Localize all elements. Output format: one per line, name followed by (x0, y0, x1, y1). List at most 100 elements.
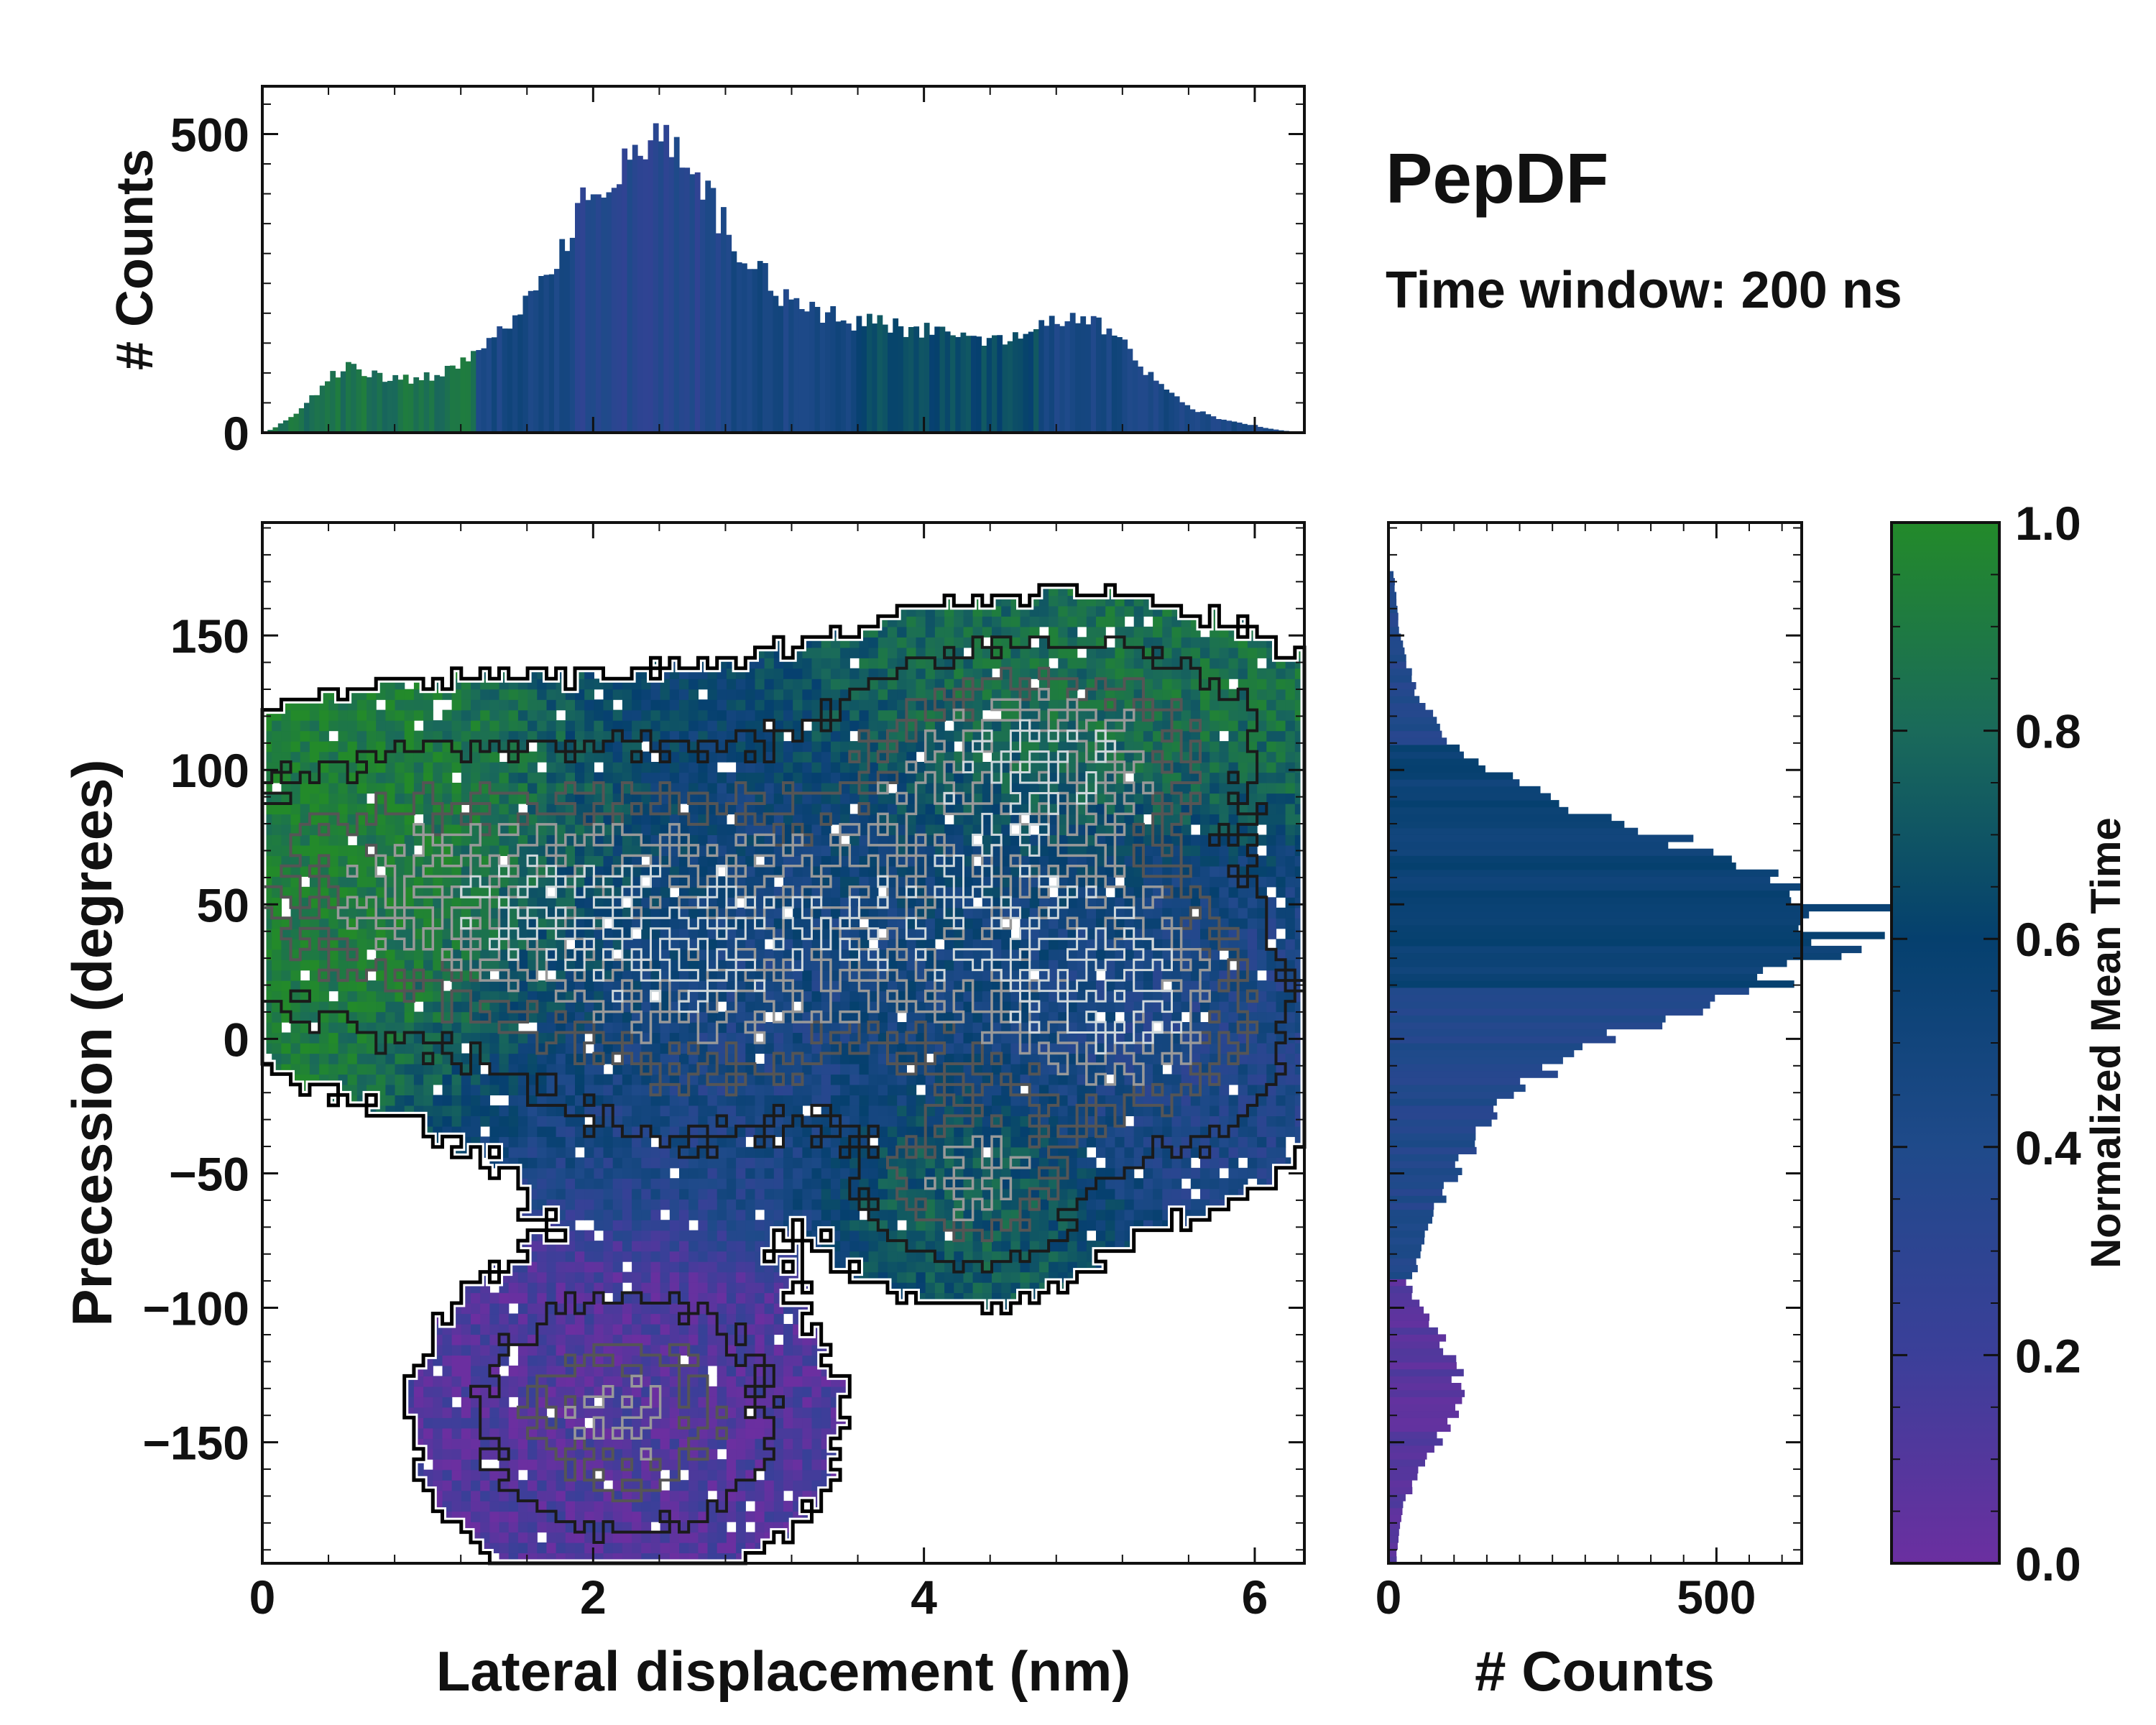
heatmap-cell (755, 1397, 765, 1408)
heatmap-cell (992, 1001, 1002, 1013)
heatmap-cell (849, 1167, 860, 1179)
top-histogram-bar (476, 350, 482, 433)
heatmap-cell (480, 1292, 490, 1304)
heatmap-cell (1200, 1105, 1210, 1116)
heatmap-cell (745, 1397, 756, 1408)
heatmap-cell (451, 1032, 462, 1044)
heatmap-cell (717, 980, 727, 992)
heatmap-cell (1067, 1241, 1078, 1252)
heatmap-cell (972, 939, 983, 950)
heatmap-cell (726, 990, 737, 1002)
heatmap-cell (650, 1011, 661, 1023)
heatmap-cell (934, 1220, 945, 1231)
heatmap-cell (584, 1084, 594, 1095)
heatmap-cell (1143, 1116, 1153, 1127)
heatmap-cell (612, 1459, 623, 1471)
heatmap-cell (934, 1043, 945, 1054)
heatmap-cell (367, 1064, 377, 1075)
heatmap-cell (764, 1136, 775, 1148)
heatmap-cell (764, 1365, 775, 1376)
heatmap-cell (537, 928, 548, 939)
heatmap-cell (916, 1011, 926, 1023)
heatmap-cell (1124, 918, 1135, 929)
heatmap-cell (888, 1188, 898, 1200)
heatmap-cell (650, 1032, 661, 1044)
heatmap-cell (1038, 1011, 1049, 1023)
heatmap-cell (726, 1095, 737, 1106)
heatmap-cell (1162, 1157, 1173, 1169)
heatmap-cell (717, 1324, 727, 1335)
heatmap-cell (1067, 1105, 1078, 1116)
heatmap-cell (1020, 1199, 1031, 1210)
heatmap-cell (736, 1188, 746, 1200)
heatmap-cell (556, 1116, 566, 1127)
heatmap-cell (603, 1303, 614, 1315)
heatmap-cell (537, 1438, 548, 1450)
heatmap-cell (480, 1386, 490, 1397)
heatmap-cell (1029, 1032, 1040, 1044)
heatmap-cell (802, 1427, 813, 1439)
heatmap-cell (982, 1167, 992, 1179)
heatmap-cell (546, 1532, 557, 1543)
heatmap-cell (1096, 1167, 1106, 1179)
heatmap-cell (972, 1209, 983, 1220)
heatmap-cell (934, 1146, 945, 1158)
heatmap-cell (1210, 949, 1220, 960)
heatmap-cell (660, 1292, 671, 1304)
heatmap-cell (451, 1407, 462, 1418)
heatmap-cell (1257, 1146, 1267, 1158)
heatmap-cell (755, 1188, 765, 1200)
top-histogram-bar (1226, 420, 1233, 433)
heatmap-cell (726, 1501, 737, 1512)
heatmap-cell (783, 1397, 793, 1408)
heatmap-cell (1105, 1001, 1115, 1013)
heatmap-cell (1067, 960, 1078, 971)
top-histogram-bar (632, 144, 638, 433)
top-histogram-bar (533, 290, 539, 433)
heatmap-cell (783, 1032, 793, 1044)
heatmap-cell (1210, 1146, 1220, 1158)
heatmap-cell (764, 1126, 775, 1137)
heatmap-cell (698, 1116, 709, 1127)
heatmap-cell (1020, 1157, 1031, 1169)
heatmap-cell (1096, 1209, 1106, 1220)
heatmap-cell (546, 1271, 557, 1283)
heatmap-cell (622, 1095, 632, 1106)
heatmap-cell (575, 1105, 585, 1116)
heatmap-cell (954, 1043, 964, 1054)
heatmap-cell (840, 1199, 850, 1210)
heatmap-cell (821, 1053, 831, 1064)
top-histogram-bar (507, 328, 513, 433)
heatmap-cell (1115, 1136, 1125, 1148)
heatmap-cell (745, 1116, 756, 1127)
heatmap-cell (1228, 1126, 1239, 1137)
heatmap-cell (764, 1334, 775, 1346)
heatmap-cell (1219, 897, 1230, 908)
heatmap-cell (1010, 1220, 1021, 1231)
heatmap-cell (982, 1282, 992, 1294)
heatmap-cell (802, 1438, 813, 1450)
heatmap-cell (1210, 1074, 1220, 1085)
heatmap-cell (1124, 1053, 1135, 1064)
heatmap-cell (802, 1126, 813, 1137)
heatmap-cell (1010, 1178, 1021, 1190)
heatmap-cell (1001, 990, 1011, 1002)
heatmap-cell (650, 1271, 661, 1283)
heatmap-cell (471, 980, 481, 992)
heatmap-cell (442, 1376, 453, 1387)
heatmap-cell (612, 1271, 623, 1283)
heatmap-cell (906, 1209, 917, 1220)
heatmap-cell (1162, 1053, 1173, 1064)
heatmap-cell (679, 1105, 689, 1116)
heatmap-cell (612, 1501, 623, 1512)
top-histogram-bar (564, 251, 571, 433)
heatmap-cell (1200, 1126, 1210, 1137)
heatmap-cell (717, 1459, 727, 1471)
heatmap-cell (1077, 1074, 1087, 1085)
heatmap-cell (632, 1178, 642, 1190)
heatmap-cell (517, 990, 528, 1002)
heatmap-cell (404, 1053, 415, 1064)
heatmap-cell (783, 990, 793, 1002)
heatmap-cell (755, 990, 765, 1002)
heatmap-cell (594, 1282, 604, 1294)
